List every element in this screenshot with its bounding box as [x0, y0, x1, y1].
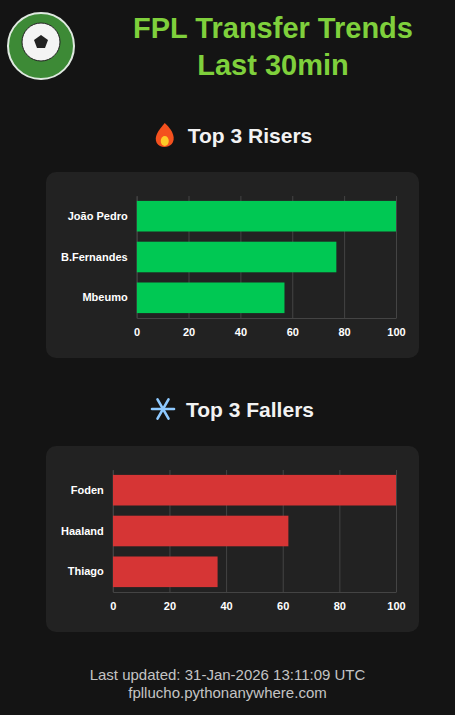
x-axis-line — [137, 318, 396, 319]
bar — [113, 516, 289, 547]
x-tick-label: 60 — [287, 326, 299, 338]
y-tick: Haaland — [61, 525, 104, 537]
y-tick: João Pedro — [68, 210, 128, 222]
grid-line — [396, 470, 397, 592]
y-tick-label: Haaland — [61, 525, 104, 537]
page-title: FPL Transfer Trends — [133, 12, 413, 44]
logo-ball — [22, 23, 60, 61]
y-tick: B.Fernandes — [61, 251, 128, 263]
background — [0, 0, 455, 715]
x-tick-label: 80 — [334, 600, 346, 612]
bars — [137, 201, 396, 313]
y-tick: Foden — [71, 484, 104, 496]
panel — [46, 446, 419, 632]
panel-heading: Top 3 Risers — [156, 123, 312, 147]
page: FPL Transfer Trends Last 30min Top 3 Riser… — [0, 0, 455, 715]
x-tick-label: 0 — [110, 600, 116, 612]
x-tick-label: 0 — [134, 326, 140, 338]
grid-line — [396, 196, 397, 318]
page-title: Last 30min — [197, 49, 349, 81]
x-axis-line — [113, 592, 396, 593]
x-axis: 0 20 40 60 80 100 — [134, 196, 406, 338]
y-tick: Thiago — [68, 565, 104, 577]
y-tick-label: Foden — [71, 484, 104, 496]
bar — [137, 242, 337, 273]
x-tick-label: 60 — [277, 600, 289, 612]
panel — [46, 172, 419, 358]
footer-updated: Last updated: 31-Jan-2026 13:11:09 UTC — [90, 666, 366, 683]
bar — [113, 475, 396, 506]
x-tick-label: 100 — [387, 600, 405, 612]
x-tick-label: 40 — [235, 326, 247, 338]
bars — [113, 475, 396, 587]
footer-site: fpllucho.pythonanywhere.com — [128, 684, 326, 701]
panel-heading: Top 3 Fallers — [152, 398, 314, 421]
panel-title: Top 3 Fallers — [186, 398, 314, 421]
y-tick-label: B.Fernandes — [61, 251, 128, 263]
snowflake-icon — [158, 399, 169, 418]
panel-title: Top 3 Risers — [188, 124, 312, 147]
snowflake-icon — [158, 399, 169, 418]
x-tick-label: 20 — [183, 326, 195, 338]
flame-core — [161, 136, 169, 146]
y-tick-label: Mbeumo — [82, 291, 128, 303]
x-tick-label: 80 — [339, 326, 351, 338]
x-tick-label: 100 — [387, 326, 405, 338]
bar — [137, 201, 396, 232]
y-tick: Mbeumo — [82, 291, 128, 303]
bar — [137, 283, 285, 314]
y-axis: João Pedro B.Fernandes Mbeumo — [61, 197, 137, 319]
logo — [8, 13, 74, 79]
x-axis: 0 20 40 60 80 100 — [110, 470, 405, 612]
logo-patch — [34, 35, 48, 48]
y-tick-label: Thiago — [68, 565, 104, 577]
y-axis: Foden Haaland Thiago — [61, 471, 113, 593]
y-tick-label: João Pedro — [68, 210, 128, 222]
bar — [113, 557, 218, 588]
logo-ring — [8, 13, 74, 79]
x-tick-label: 40 — [220, 600, 232, 612]
x-tick-label: 20 — [164, 600, 176, 612]
flame-icon — [156, 123, 174, 147]
